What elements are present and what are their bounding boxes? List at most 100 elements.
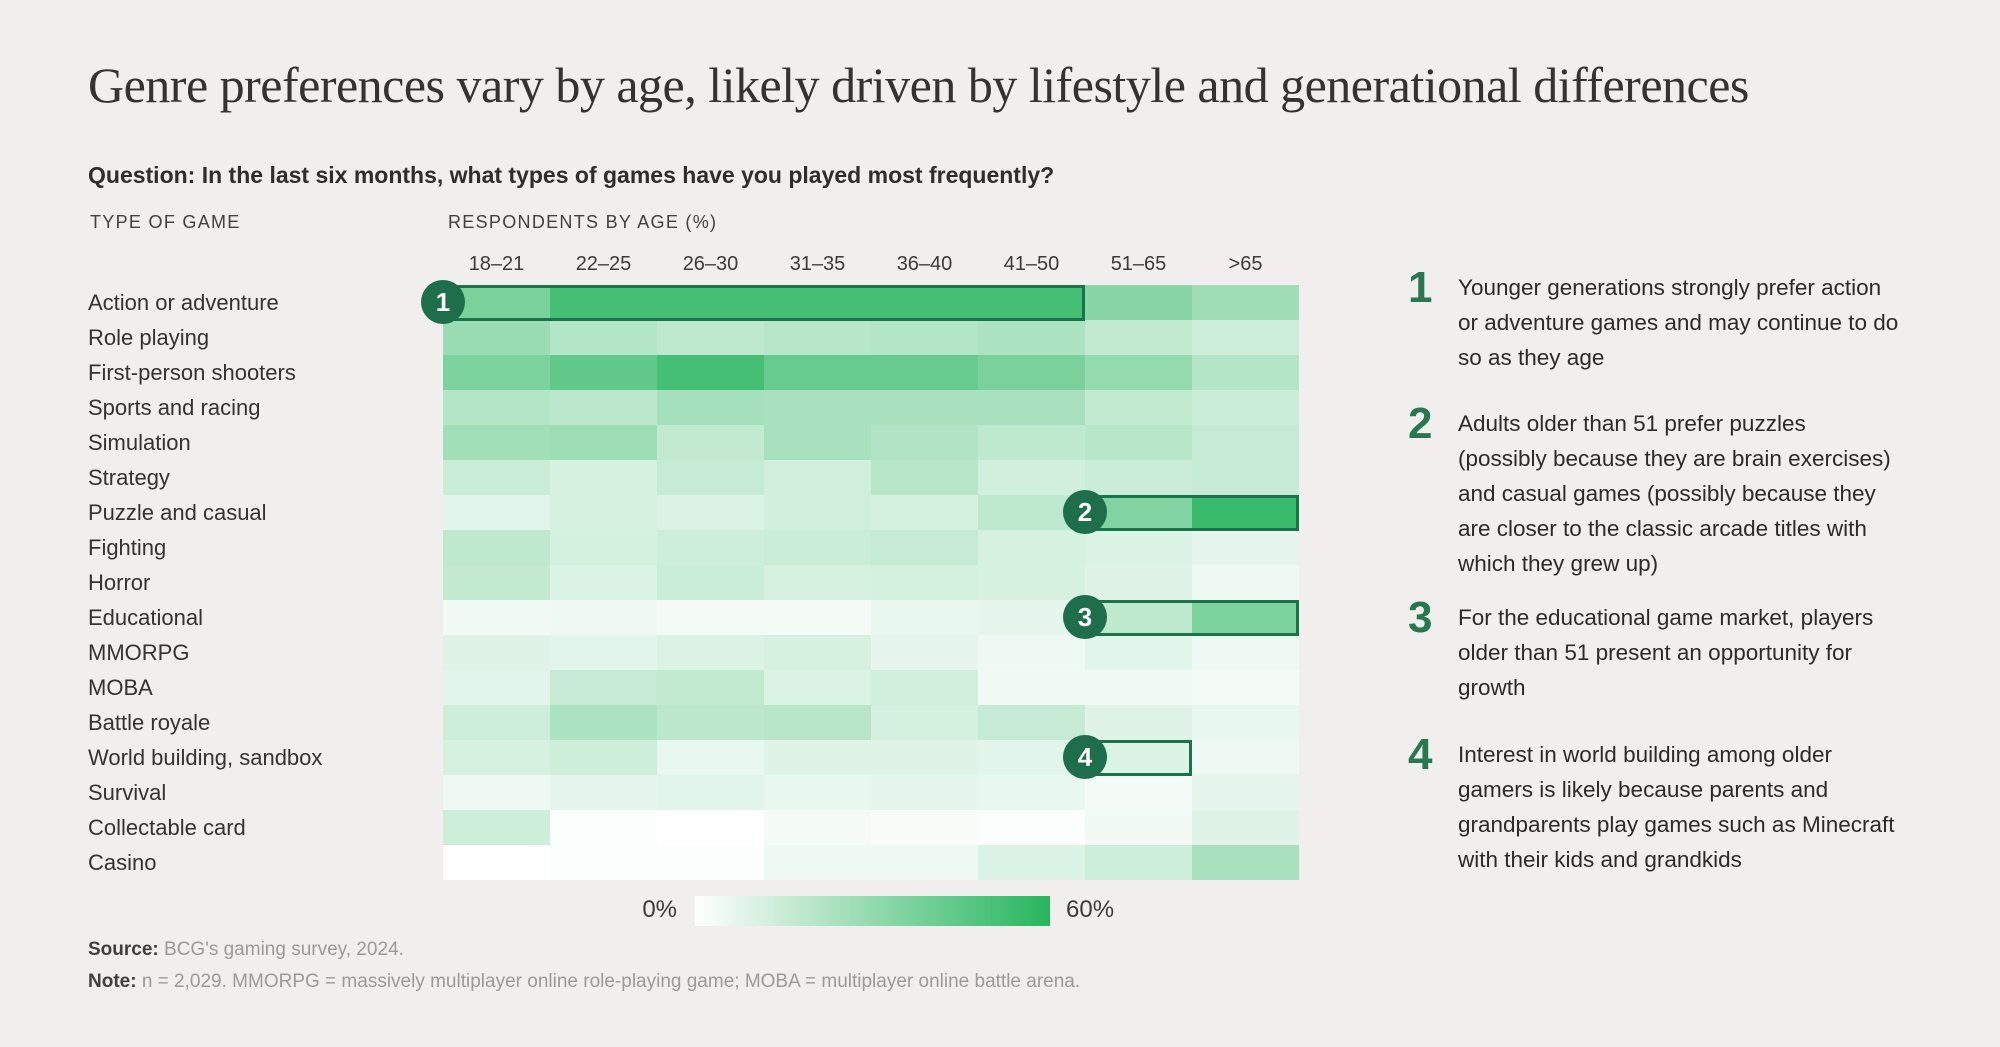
heatmap-cell — [871, 390, 978, 425]
heatmap-cell — [1192, 530, 1299, 565]
heatmap-cell — [1192, 355, 1299, 390]
annotation-number: 3 — [1408, 593, 1433, 642]
heatmap-cell — [1192, 285, 1299, 320]
heatmap-cell — [443, 705, 550, 740]
heatmap-cell — [550, 320, 657, 355]
heatmap-cell — [1192, 810, 1299, 845]
heatmap-cell — [871, 670, 978, 705]
heatmap-cell — [871, 530, 978, 565]
heatmap-cell — [443, 530, 550, 565]
heatmap-cell — [1192, 670, 1299, 705]
heatmap-cell — [871, 320, 978, 355]
heatmap-cell — [443, 810, 550, 845]
heatmap-cell — [1085, 810, 1192, 845]
type-of-game-header: TYPE OF GAME — [90, 212, 241, 232]
heatmap-cell — [657, 355, 764, 390]
heatmap-cell — [1085, 425, 1192, 460]
heatmap-cell — [657, 285, 764, 320]
heatmap-cell — [1085, 390, 1192, 425]
legend-gradient-bar — [695, 896, 1050, 926]
heatmap-cell — [550, 705, 657, 740]
heatmap-cell — [1192, 425, 1299, 460]
heatmap-cell — [764, 495, 871, 530]
heatmap-cell — [1192, 460, 1299, 495]
heatmap-cell — [871, 495, 978, 530]
heatmap-cell — [443, 670, 550, 705]
heatmap-cell — [1085, 565, 1192, 600]
heatmap-cell — [657, 460, 764, 495]
note-line: Note: n = 2,029. MMORPG = massively mult… — [88, 971, 1080, 993]
heatmap-cell — [1192, 845, 1299, 880]
row-label: Battle royale — [88, 710, 211, 735]
row-label: Puzzle and casual — [88, 500, 267, 525]
heatmap-cell — [871, 845, 978, 880]
source-label: Source: — [88, 939, 159, 960]
respondents-by-age-header: RESPONDENTS BY AGE (%) — [448, 212, 718, 232]
heatmap-cell — [764, 355, 871, 390]
heatmap-cell — [550, 775, 657, 810]
heatmap-cell — [1085, 635, 1192, 670]
heatmap-cell — [1085, 740, 1192, 775]
row-label: Role playing — [88, 325, 210, 350]
heatmap-cell — [1085, 460, 1192, 495]
heatmap-cell — [978, 565, 1085, 600]
heatmap-cell — [978, 740, 1085, 775]
heatmap-cell — [657, 530, 764, 565]
heatmap-cell — [443, 845, 550, 880]
heatmap-cell — [978, 285, 1085, 320]
heatmap-cell — [1085, 775, 1192, 810]
heatmap-cell — [764, 705, 871, 740]
row-label: Educational — [88, 605, 203, 630]
heatmap-cell — [443, 390, 550, 425]
column-header: 26–30 — [682, 253, 739, 275]
heatmap-cell — [871, 775, 978, 810]
source-text: BCG's gaming survey, 2024. — [158, 939, 404, 960]
heatmap-cell — [764, 775, 871, 810]
row-label: Survival — [88, 780, 167, 805]
heatmap-cell — [1192, 320, 1299, 355]
heatmap-cell — [443, 635, 550, 670]
heatmap-cell — [1085, 355, 1192, 390]
heatmap-cell — [443, 495, 550, 530]
heatmap-cell — [871, 740, 978, 775]
heatmap-cell — [1085, 285, 1192, 320]
heatmap-cell — [657, 565, 764, 600]
heatmap-cell — [657, 495, 764, 530]
heatmap-cell — [550, 600, 657, 635]
row-label: World building, sandbox — [88, 745, 323, 770]
heatmap-cell — [978, 705, 1085, 740]
annotation-number: 1 — [1408, 263, 1433, 312]
heatmap-cell — [764, 635, 871, 670]
note-label: Note: — [88, 971, 137, 992]
heatmap-cell — [443, 425, 550, 460]
heatmap-grid — [443, 285, 1299, 880]
column-header: 41–50 — [1003, 253, 1060, 275]
heatmap-cell — [550, 495, 657, 530]
heatmap-cell — [871, 810, 978, 845]
heatmap-cell — [1192, 565, 1299, 600]
heatmap-cell — [1085, 670, 1192, 705]
page-title: Genre preferences vary by age, likely dr… — [88, 57, 1749, 113]
heatmap-cell — [657, 740, 764, 775]
heatmap-cell — [657, 320, 764, 355]
genre-row-labels: Action or adventure Role playing First-per… — [88, 285, 428, 880]
heatmap-cell — [1085, 845, 1192, 880]
annotation-text: Adults older than 51 prefer puzzles (pos… — [1458, 411, 1891, 576]
heatmap-cell — [978, 530, 1085, 565]
annotations: 1 Younger generations strongly prefer act… — [1408, 0, 1968, 1047]
heatmap-cell — [443, 565, 550, 600]
heatmap-cell — [1192, 495, 1299, 530]
heatmap-cell — [550, 530, 657, 565]
heatmap-cell — [871, 635, 978, 670]
heatmap-cell — [1192, 740, 1299, 775]
row-label: Horror — [88, 570, 151, 595]
heatmap-cell — [443, 285, 550, 320]
heatmap-cell — [764, 565, 871, 600]
heatmap-cell — [978, 390, 1085, 425]
heatmap-cell — [871, 285, 978, 320]
heatmap-cell — [764, 600, 871, 635]
row-label: First-person shooters — [88, 360, 296, 385]
heatmap-cell — [978, 355, 1085, 390]
heatmap-cell — [764, 740, 871, 775]
heatmap-cell — [978, 600, 1085, 635]
